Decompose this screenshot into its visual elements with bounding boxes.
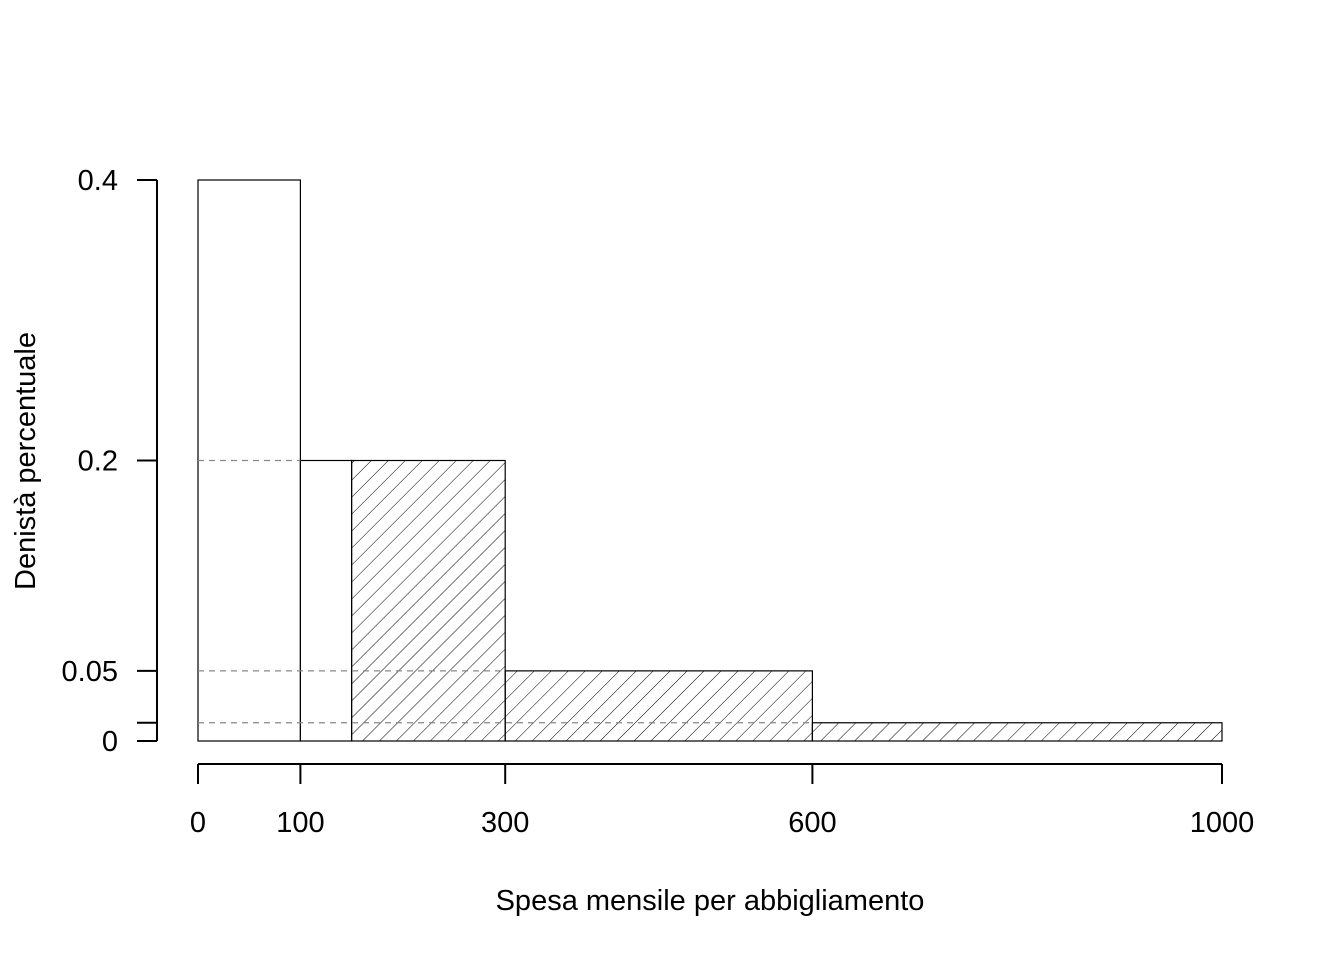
x-tick-label: 1000 (1190, 807, 1255, 839)
x-tick-label: 100 (276, 807, 324, 839)
bar-1 (299, 459, 353, 742)
bar-4 (811, 722, 1223, 742)
bar-hatch-2 (351, 460, 506, 741)
y-tick-label: 0.05 (62, 656, 118, 688)
bar-3 (504, 670, 814, 742)
y-tick-label: 0 (102, 726, 118, 758)
y-tick-label: 0.2 (78, 446, 118, 478)
bar-2 (351, 459, 506, 742)
x-tick-label: 600 (788, 807, 836, 839)
x-tick-label: 300 (481, 807, 529, 839)
bar-hatch-4 (812, 722, 1222, 741)
bars-layer (197, 179, 1223, 742)
y-axis: 0 0.05 0.2 0.4 (62, 165, 158, 758)
x-axis-title: Spesa mensile per abbigliamento (496, 885, 925, 917)
bar-hatch-3 (505, 670, 813, 741)
y-tick-label: 0.4 (78, 165, 118, 197)
x-tick-label: 0 (190, 807, 206, 839)
y-axis-title: Denistà percentuale (10, 332, 42, 590)
reference-lines-layer (198, 459, 813, 724)
x-axis: 0 100 300 600 1000 (190, 763, 1255, 839)
